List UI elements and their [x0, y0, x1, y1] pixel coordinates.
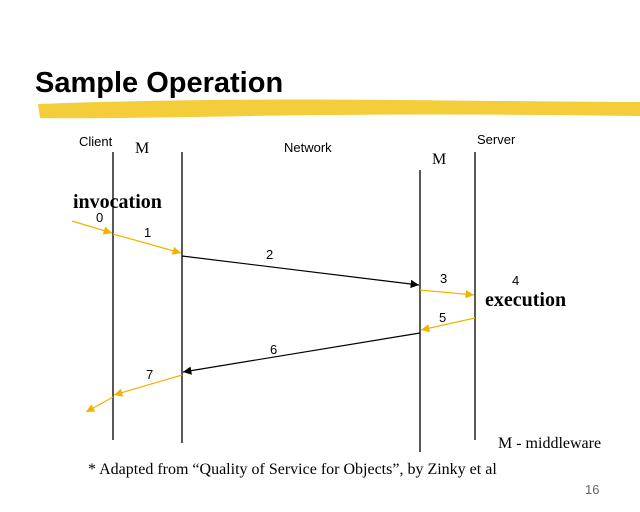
event-label: execution: [485, 289, 566, 311]
page-number: 16: [585, 482, 599, 497]
event-label: invocation: [73, 191, 162, 213]
step-label: 1: [144, 225, 151, 240]
arrow: [85, 396, 114, 413]
lane-label: M: [432, 151, 446, 168]
step-label: 0: [96, 210, 103, 225]
step-label: 6: [270, 342, 277, 357]
arrow: [182, 332, 421, 375]
step-label: 2: [266, 247, 273, 262]
lane-label: Client: [79, 134, 113, 149]
arrow: [112, 233, 182, 255]
step-label: 4: [512, 273, 519, 288]
step-label: 5: [439, 310, 446, 325]
lane-label: M: [135, 140, 149, 157]
lifelines: [112, 152, 476, 452]
title: Sample Operation: [35, 67, 283, 99]
arrows: [71, 220, 476, 413]
lane-label: Server: [477, 132, 516, 147]
legend: M - middleware: [498, 435, 601, 452]
footnote: * Adapted from “Quality of Service for O…: [88, 461, 497, 478]
arrow: [113, 374, 183, 397]
arrow: [420, 317, 476, 333]
arrow: [71, 220, 113, 235]
arrow: [419, 289, 475, 299]
title-underline: [38, 99, 640, 119]
lane-label: Network: [284, 140, 332, 155]
arrow: [181, 255, 420, 289]
step-label: 3: [440, 271, 447, 286]
step-label: 7: [146, 367, 153, 382]
step-labels: 0 1 2 3 4 5 6 7: [96, 210, 519, 382]
